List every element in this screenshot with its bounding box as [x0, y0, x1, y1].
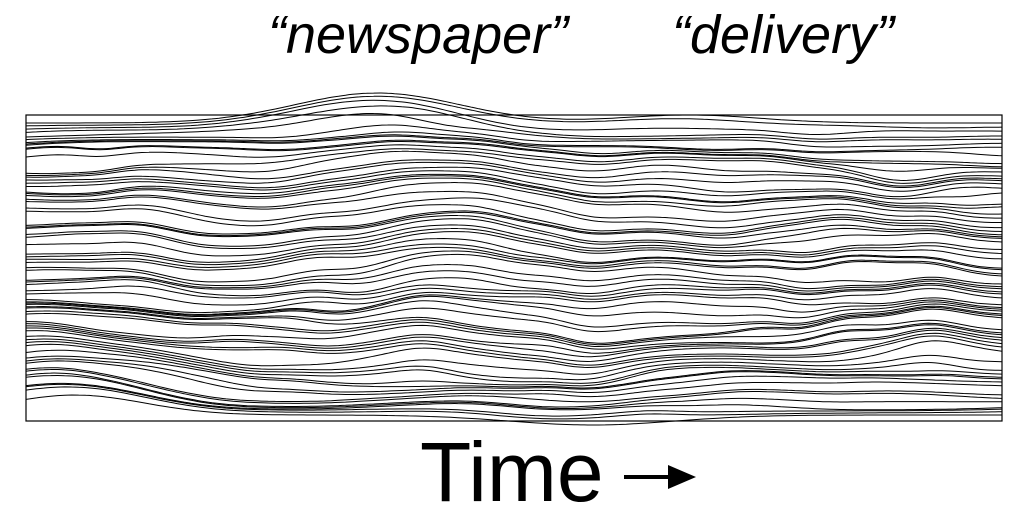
stream-boundary-line [26, 161, 1003, 192]
stream-boundary-line [25, 175, 1003, 209]
stream-boundary-line [25, 294, 1003, 316]
stream-boundary-line [25, 343, 1003, 384]
stream-boundary-line [25, 204, 1003, 234]
stream-boundary-line [25, 227, 1003, 257]
stream-boundary-line [26, 327, 1003, 362]
stream-boundary-line [25, 92, 1002, 124]
stream-boundary-line [25, 210, 1003, 236]
stream-boundary-line [25, 349, 1003, 387]
stream-boundary-line [25, 112, 1003, 143]
stream-boundary-line [25, 211, 1003, 239]
stream-boundary-line [26, 170, 1003, 200]
stream-boundary-line [26, 243, 1003, 271]
stream-boundary-line [25, 312, 1003, 348]
word-label-delivery: “delivery” [672, 5, 895, 65]
stream-boundary-line [25, 270, 1003, 292]
stream-boundary-line [25, 182, 1002, 219]
stream-boundary-line [25, 355, 1003, 389]
axis-caption-time: Time [420, 425, 604, 519]
stream-boundary-line [25, 134, 1003, 157]
stream-boundary-line [25, 246, 1003, 275]
stream-boundary-line [25, 124, 1003, 148]
stream-boundary-line [25, 386, 1002, 420]
stream-boundary-line [25, 237, 1003, 269]
stream-boundary-line [25, 105, 1002, 140]
stream-boundary-line [25, 150, 1003, 187]
stream-boundary-line [26, 321, 1003, 350]
stream-boundary-line [25, 277, 1003, 297]
stream-boundary-line [26, 325, 1003, 358]
stream-boundary-line [25, 144, 1003, 181]
word-label-newspaper: “newspaper” [268, 5, 569, 65]
stream-boundary-line [25, 135, 1003, 165]
right-arrow-icon [624, 465, 696, 489]
stream-boundary-line [25, 166, 1003, 198]
stream-boundary-line [25, 372, 1003, 408]
stream-boundary-line [25, 284, 1003, 299]
stream-boundary-line [25, 148, 1003, 184]
stream-boundary-line [25, 341, 1003, 381]
stream-boundary-line [25, 99, 1002, 136]
stream-boundary-line [25, 264, 1002, 290]
stream-boundary-line [25, 224, 1003, 254]
stream-boundary-line [25, 374, 1002, 409]
stream-boundary-line [25, 173, 1003, 206]
stream-boundary-line [26, 291, 1003, 314]
stream-boundary-line [25, 300, 1003, 328]
stream-boundary-line [25, 214, 1003, 246]
stream-boundary-line [25, 308, 1003, 346]
stream-boundary-line [25, 394, 1002, 426]
stream-boundary-line [25, 338, 1003, 375]
stream-boundary-line [25, 330, 1003, 366]
stream-boundary-line [25, 140, 1002, 172]
stream-boundary-line [26, 295, 1003, 319]
stream-boundary-line [25, 367, 1003, 402]
stream-boundary-line [25, 131, 1003, 153]
stream-boundary-line [25, 335, 1003, 368]
stream-layers [25, 92, 1003, 426]
stream-boundary-line [25, 177, 1003, 215]
stream-boundary-line [26, 231, 1003, 263]
stream-boundary-line [25, 360, 1003, 396]
stream-boundary-line [25, 139, 1002, 168]
stream-boundary-line [25, 253, 1003, 287]
stream-boundary-line [25, 306, 1003, 344]
stream-boundary-line [25, 382, 1003, 411]
stream-boundary-line [25, 218, 1003, 249]
stream-boundary-line [25, 323, 1003, 354]
stream-boundary-line [25, 95, 1003, 129]
stream-boundary-line [25, 383, 1003, 417]
stream-boundary-line [25, 358, 1003, 393]
stream-boundary-line [26, 250, 1003, 283]
stream-boundary-line [25, 305, 1003, 333]
stream-boundary-line [25, 368, 1003, 404]
stream-boundary-line [25, 287, 1003, 306]
stream-boundary-line [26, 159, 1003, 189]
stream-boundary-line [25, 197, 1002, 229]
stream-boundary-line [25, 190, 1002, 224]
